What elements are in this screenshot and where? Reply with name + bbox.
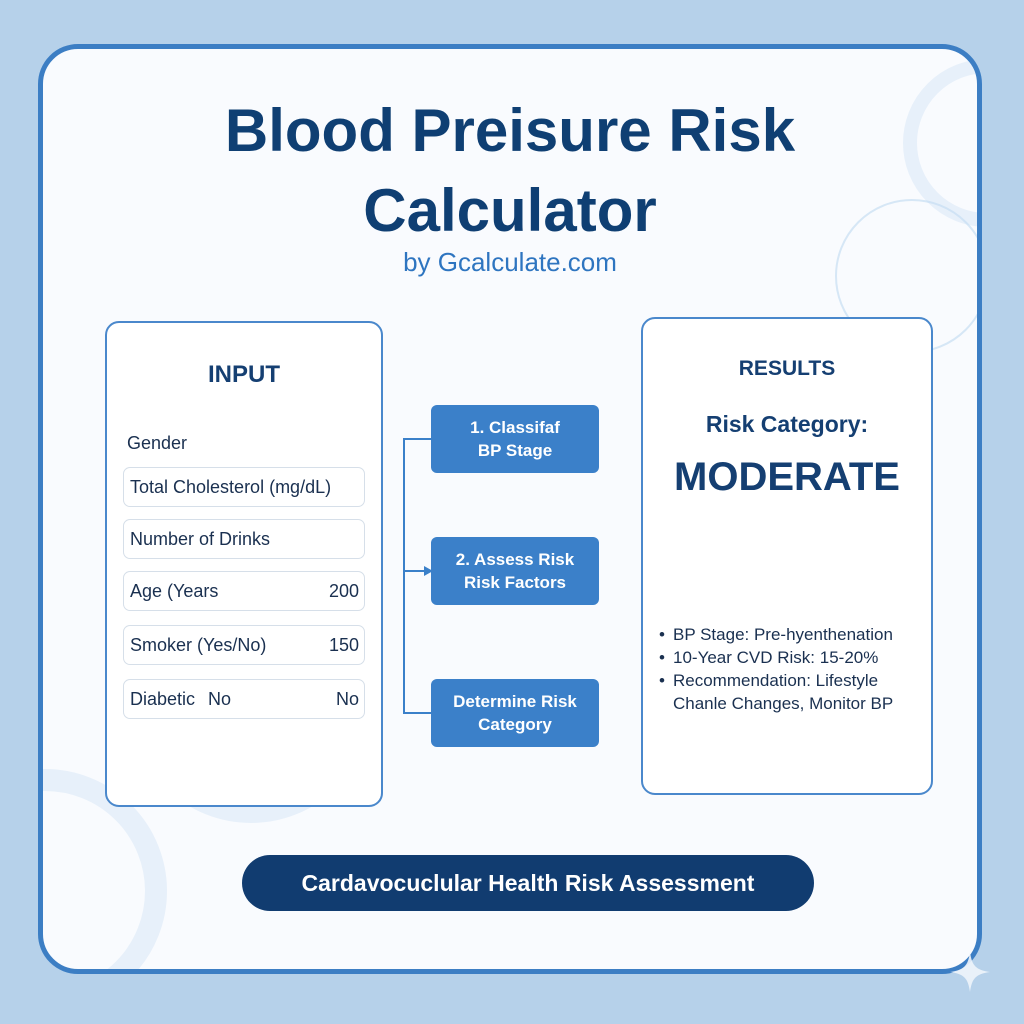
calculator-card: Blood Preisure Risk Calculator by Gcalcu… bbox=[38, 44, 982, 974]
step-line-2: Category bbox=[478, 715, 552, 734]
step-line-2: Risk Factors bbox=[463, 573, 567, 592]
sparkle-icon bbox=[950, 952, 990, 992]
result-text: 10-Year CVD Risk: 15-20% bbox=[673, 648, 879, 667]
field-inline-value: No bbox=[208, 688, 232, 709]
field-value: No bbox=[335, 688, 359, 709]
step-line-2: BP Stage bbox=[477, 441, 553, 460]
gender-label: Gender bbox=[127, 433, 188, 453]
page-title: Blood Preisure Risk Calculator bbox=[43, 91, 977, 251]
field-label: Diabetic bbox=[130, 688, 196, 709]
risk-category-label: Risk Category: bbox=[705, 411, 869, 437]
title-line-1: Blood Preisure Risk bbox=[224, 97, 796, 164]
subtitle: by Gcalculate.com bbox=[403, 247, 617, 277]
field-label-group: Diabetic No bbox=[130, 689, 231, 710]
flow-connector bbox=[403, 438, 433, 714]
field-label: Number of Drinks bbox=[130, 528, 271, 549]
result-text-continued: Chanle Changes, Monitor BP bbox=[673, 694, 894, 713]
input-panel: INPUT Gender Total Cholesterol (mg/dL) N… bbox=[105, 321, 383, 807]
smoker-field[interactable]: Smoker (Yes/No) 150 bbox=[123, 625, 365, 665]
step-line-1: 2. Assess Risk bbox=[455, 550, 575, 569]
results-list: • BP Stage: Pre-hyenthenation • 10-Year … bbox=[659, 623, 929, 715]
result-text: BP Stage: Pre-hyenthenation bbox=[673, 625, 893, 644]
step-determine-risk-category: Determine Risk Category bbox=[431, 679, 599, 747]
result-item-recommendation: • Recommendation: Lifestyle Chanle Chang… bbox=[659, 669, 929, 715]
step-assess-risk-factors: 2. Assess Risk Risk Factors bbox=[431, 537, 599, 605]
result-text: Recommendation: Lifestyle bbox=[673, 671, 879, 690]
field-value: 200 bbox=[328, 580, 359, 601]
title-line-2: Calculator bbox=[363, 177, 657, 244]
connector-line bbox=[403, 438, 433, 714]
number-of-drinks-field[interactable]: Number of Drinks bbox=[123, 519, 365, 559]
risk-category-value: MODERATE bbox=[674, 455, 900, 499]
results-heading: RESULTS bbox=[738, 357, 836, 380]
field-label: Age (Years bbox=[130, 580, 219, 601]
results-panel: RESULTS Risk Category: MODERATE • BP Sta… bbox=[641, 317, 933, 795]
result-item-bp-stage: • BP Stage: Pre-hyenthenation bbox=[659, 623, 929, 646]
input-heading: INPUT bbox=[208, 361, 280, 388]
arrow-head bbox=[424, 566, 433, 576]
total-cholesterol-field[interactable]: Total Cholesterol (mg/dL) bbox=[123, 467, 365, 507]
field-label: Smoker (Yes/No) bbox=[130, 634, 267, 655]
field-label: Total Cholesterol (mg/dL) bbox=[130, 476, 332, 497]
bullet: • bbox=[659, 625, 665, 644]
step-line-1: Determine Risk bbox=[453, 692, 577, 711]
age-field[interactable]: Age (Years 200 bbox=[123, 571, 365, 611]
step-line-1: 1. Classifaf bbox=[470, 418, 560, 437]
diabetic-field[interactable]: Diabetic No No bbox=[123, 679, 365, 719]
field-value: 150 bbox=[328, 634, 359, 655]
result-item-cvd-risk: • 10-Year CVD Risk: 15-20% bbox=[659, 646, 929, 669]
footer-banner: Cardavocuclular Health Risk Assessment bbox=[242, 855, 814, 911]
bullet: • bbox=[659, 648, 665, 667]
bullet: • bbox=[659, 671, 665, 690]
step-classify-bp-stage: 1. Classifaf BP Stage bbox=[431, 405, 599, 473]
